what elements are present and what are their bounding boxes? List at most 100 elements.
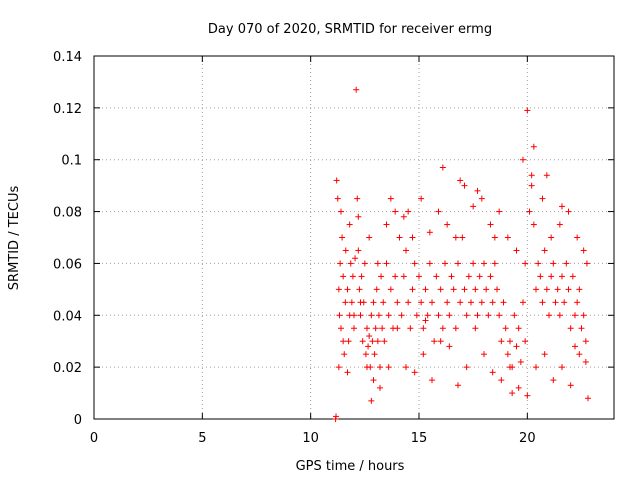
data-point [352, 255, 359, 262]
axis-ticks: 0 0.02 0.04 0.06 0.08 0.1 0.12 0.14 0 5 10 15 20 [53, 50, 614, 446]
data-point [366, 333, 373, 340]
data-point [485, 312, 492, 319]
data-point [439, 325, 446, 332]
y-tick-label: 0.14 [53, 50, 82, 65]
data-points [332, 86, 591, 422]
data-point [565, 208, 572, 215]
data-point [437, 286, 444, 293]
data-point [472, 286, 479, 293]
data-point [347, 260, 354, 267]
data-point [580, 312, 587, 319]
data-point [576, 351, 583, 358]
data-point [357, 299, 364, 306]
data-point [338, 325, 344, 332]
data-point [351, 325, 357, 332]
data-point [554, 286, 561, 293]
data-point [502, 325, 509, 332]
data-point [418, 195, 425, 202]
data-point [344, 286, 351, 293]
data-point [335, 364, 342, 371]
data-point [446, 343, 453, 350]
data-point [463, 364, 470, 371]
data-point [528, 182, 535, 189]
data-point [370, 377, 377, 384]
data-point [513, 343, 520, 350]
data-point [515, 384, 522, 391]
data-point [515, 325, 522, 332]
data-point [373, 286, 380, 293]
x-axis-label: GPS time / hours [296, 459, 405, 474]
data-point [335, 286, 342, 293]
data-point [489, 299, 496, 306]
data-point [355, 213, 362, 220]
data-point [366, 234, 373, 241]
y-tick-label: 0.06 [53, 257, 82, 272]
data-point [374, 260, 381, 267]
chart-title: Day 070 of 2020, SRMTID for receiver erm… [208, 22, 492, 37]
data-point [548, 273, 555, 280]
data-point [543, 286, 550, 293]
data-point [364, 364, 370, 371]
data-point [580, 247, 587, 254]
x-tick-label: 0 [90, 431, 98, 446]
data-point [359, 338, 366, 345]
data-point [559, 203, 565, 210]
data-point [374, 338, 381, 345]
data-point [574, 299, 581, 306]
y-tick-label: 0.04 [53, 309, 82, 324]
data-point [567, 325, 574, 332]
data-point [478, 195, 485, 202]
data-point [450, 286, 457, 293]
data-point [567, 382, 574, 389]
data-point [385, 364, 392, 371]
data-point [340, 338, 347, 345]
data-point [379, 325, 386, 332]
data-point [398, 312, 405, 319]
data-point [336, 312, 343, 319]
data-point [392, 273, 399, 280]
data-point [422, 317, 429, 324]
data-point [342, 247, 349, 254]
y-tick-label: 0 [74, 413, 82, 428]
data-point [396, 234, 403, 241]
data-point [457, 299, 464, 306]
data-point [461, 286, 468, 293]
data-point [511, 312, 518, 319]
data-point [496, 312, 503, 319]
data-point [574, 234, 581, 241]
data-point [403, 247, 409, 254]
data-point [504, 234, 511, 241]
data-point [349, 273, 356, 280]
data-point [400, 273, 407, 280]
data-point [362, 351, 369, 358]
data-point [494, 286, 500, 293]
data-point [344, 369, 351, 376]
data-point [354, 195, 361, 202]
data-point [420, 325, 427, 332]
data-point [339, 234, 346, 241]
data-point [541, 351, 548, 358]
data-point [526, 208, 533, 215]
data-point [426, 260, 433, 267]
data-point [520, 156, 526, 163]
data-point [533, 364, 539, 371]
data-point [585, 395, 591, 402]
data-point [368, 397, 375, 404]
data-point [491, 260, 498, 267]
data-point [387, 286, 394, 293]
data-point [377, 364, 383, 371]
data-point [530, 221, 537, 228]
data-point [431, 338, 438, 345]
data-point [533, 286, 539, 293]
x-tick-label: 5 [198, 431, 206, 446]
data-point [394, 299, 401, 306]
data-point [437, 338, 444, 345]
data-point [478, 299, 485, 306]
data-point [381, 338, 388, 345]
data-point [383, 221, 390, 228]
data-point [409, 234, 416, 241]
data-point [368, 312, 375, 319]
data-point [463, 312, 470, 319]
data-point [365, 343, 372, 350]
data-point [507, 338, 513, 345]
